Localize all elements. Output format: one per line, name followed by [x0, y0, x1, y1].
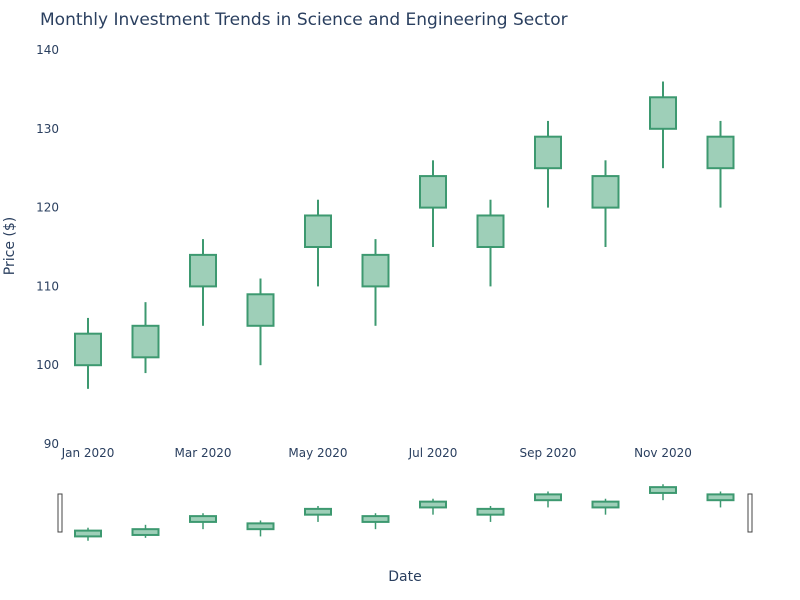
y-tick-label: 130 — [36, 122, 59, 136]
x-tick-label: Mar 2020 — [175, 446, 232, 460]
y-tick-label: 140 — [36, 43, 59, 57]
candle-body — [246, 293, 275, 327]
rangeslider-candle — [591, 498, 620, 515]
candle — [361, 239, 390, 326]
y-tick-label: 90 — [44, 437, 59, 451]
candle-body — [304, 214, 332, 248]
candle-body — [419, 175, 447, 209]
rangeslider-candle — [189, 513, 217, 530]
rangeslider-candle — [304, 505, 332, 522]
candle-body — [189, 253, 217, 288]
chart-title: Monthly Investment Trends in Science and… — [40, 10, 568, 30]
rangeslider-candle-body — [649, 486, 677, 494]
candle — [304, 199, 332, 287]
candle — [419, 160, 447, 247]
candle — [476, 199, 505, 287]
rangeslider-candle — [706, 491, 735, 508]
rangeslider-candle-body — [476, 507, 505, 516]
candle — [706, 120, 735, 208]
y-axis-title: Price ($) — [2, 217, 18, 275]
rangeslider-candle — [534, 491, 562, 508]
rangeslider-right-handle[interactable] — [747, 493, 753, 533]
x-tick-label: Jan 2020 — [61, 446, 115, 460]
x-tick-label: Sep 2020 — [520, 446, 577, 460]
rangeslider-candle — [649, 484, 677, 501]
rangeslider-candle-body — [304, 507, 332, 516]
rangeslider-candle-body — [591, 500, 620, 509]
y-axis-ticks: 90 100 110 120 130 140 — [36, 43, 59, 451]
rangeslider-candle-body — [189, 515, 217, 523]
rangeslider-candle — [419, 498, 447, 515]
candle — [649, 81, 677, 169]
candle-body — [706, 135, 735, 170]
candle-body — [74, 332, 102, 367]
x-tick-label: Nov 2020 — [634, 446, 692, 460]
candle — [131, 302, 160, 374]
x-axis-ticks: Jan 2020 Mar 2020 May 2020 Jul 2020 Sep 2020… — [61, 446, 692, 460]
rangeslider-candle-body — [361, 515, 390, 523]
y-tick-label: 100 — [36, 358, 59, 372]
range-slider[interactable] — [57, 484, 753, 541]
rangeslider-candle — [74, 527, 102, 541]
rangeslider-candle-body — [706, 493, 735, 502]
rangeslider-candle — [246, 520, 275, 537]
candle — [534, 120, 562, 208]
candle-body — [131, 324, 160, 359]
candles-main — [74, 81, 735, 389]
rangeslider-candle-body — [131, 528, 160, 536]
candle-body — [649, 96, 677, 130]
candle — [591, 160, 620, 247]
candle — [189, 239, 217, 326]
rangeslider-candle — [131, 524, 160, 538]
candle — [74, 317, 102, 389]
rangeslider-candle-body — [534, 493, 562, 502]
y-tick-label: 110 — [36, 279, 59, 293]
candle-body — [361, 253, 390, 288]
rangeslider-candle-body — [246, 522, 275, 531]
y-tick-label: 120 — [36, 201, 59, 215]
rangeslider-candle — [476, 505, 505, 522]
rangeslider-left-handle[interactable] — [57, 493, 63, 533]
x-tick-label: Jul 2020 — [408, 446, 458, 460]
candle-body — [591, 175, 620, 209]
x-tick-label: May 2020 — [288, 446, 347, 460]
candle-body — [534, 135, 562, 170]
x-axis-title: Date — [388, 569, 421, 585]
candle — [246, 278, 275, 366]
rangeslider-candle-body — [419, 500, 447, 509]
rangeslider-candle — [361, 513, 390, 530]
rangeslider-candle-body — [74, 529, 102, 538]
candle-body — [476, 214, 505, 248]
